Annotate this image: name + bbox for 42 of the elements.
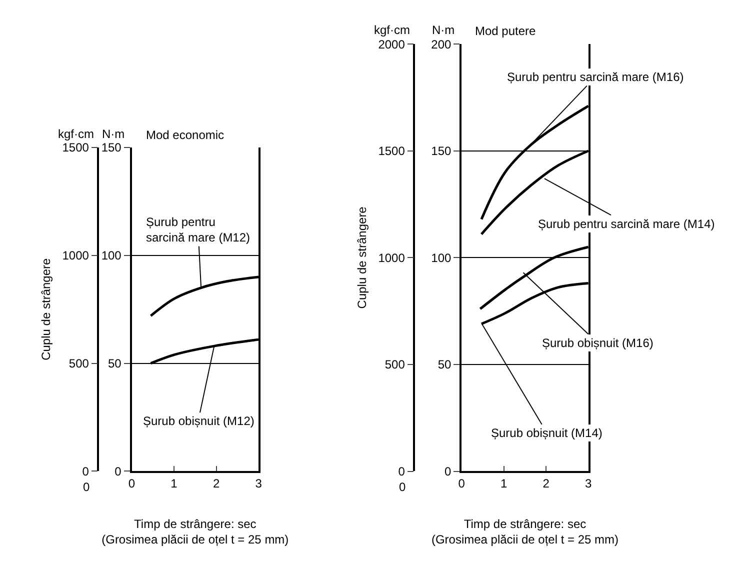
x-tick-label: 2 bbox=[542, 476, 550, 491]
y-tick-label: 150 bbox=[431, 144, 452, 158]
x-axis-title: Timp de strângere: sec (Grosimea plăcii de oțel t = 25 mm) bbox=[431, 517, 619, 547]
y2-tick-label: 500 bbox=[68, 356, 90, 371]
y2-tick-label: 1000 bbox=[378, 250, 406, 265]
text: N·m bbox=[102, 127, 125, 141]
annotation: Șurub pentru sarcină mare (M16) bbox=[507, 70, 684, 84]
y2-tick-label: 1500 bbox=[378, 144, 406, 158]
text: kgf·cm bbox=[374, 23, 410, 37]
annotation: Șurub pentru sarcină mare (M12) bbox=[146, 215, 250, 245]
x-tick-label: 1 bbox=[500, 476, 508, 491]
x-tick-label: 3 bbox=[585, 476, 592, 491]
y2-tick-label: 0 bbox=[398, 464, 406, 478]
x-axis-title: Timp de strângere: sec (Grosimea plăcii de oțel t = 25 mm) bbox=[102, 517, 289, 547]
text: kgf·cm bbox=[58, 127, 94, 141]
chart-title: Mod economic bbox=[146, 128, 224, 142]
annotation: Șurub obișnuit (M12) bbox=[143, 414, 254, 428]
text: N·m bbox=[432, 23, 455, 37]
y2-axis-title: Cuplu de strângere bbox=[39, 258, 54, 360]
y-tick-label: 50 bbox=[108, 356, 122, 371]
x-tick-label: 0 bbox=[128, 476, 136, 491]
x-tick-label: 3 bbox=[255, 476, 262, 491]
x-tick-label: 1 bbox=[170, 476, 178, 491]
y2-tick-label: 1000 bbox=[62, 248, 90, 263]
y-tick-label: 0 bbox=[114, 464, 122, 478]
y2-tick-label: 1500 bbox=[62, 140, 90, 155]
chart-title: Mod putere bbox=[475, 24, 536, 38]
y2-tick-label: 0 bbox=[82, 464, 90, 478]
y-tick-label: 100 bbox=[431, 250, 452, 265]
y2-axis-title: Cuplu de strângere bbox=[355, 206, 370, 309]
y2-tick-label: 2000 bbox=[378, 37, 406, 52]
y-tick-label: 100 bbox=[101, 248, 122, 263]
x-tick-label: 2 bbox=[212, 476, 220, 491]
annotation: Șurub obișnuit (M16) bbox=[542, 336, 654, 350]
annotation: Șurub obișnuit (M14) bbox=[491, 426, 602, 440]
y-tick-label: 50 bbox=[438, 358, 452, 372]
y-tick-label: 150 bbox=[101, 140, 122, 155]
y-tick-label: 0 bbox=[444, 464, 452, 478]
y2-tick-label: 500 bbox=[384, 358, 406, 372]
x-tick-label: 0 bbox=[458, 476, 466, 491]
annotation: Șurub pentru sarcină mare (M14) bbox=[538, 217, 715, 231]
y-tick-label: 200 bbox=[431, 37, 452, 52]
